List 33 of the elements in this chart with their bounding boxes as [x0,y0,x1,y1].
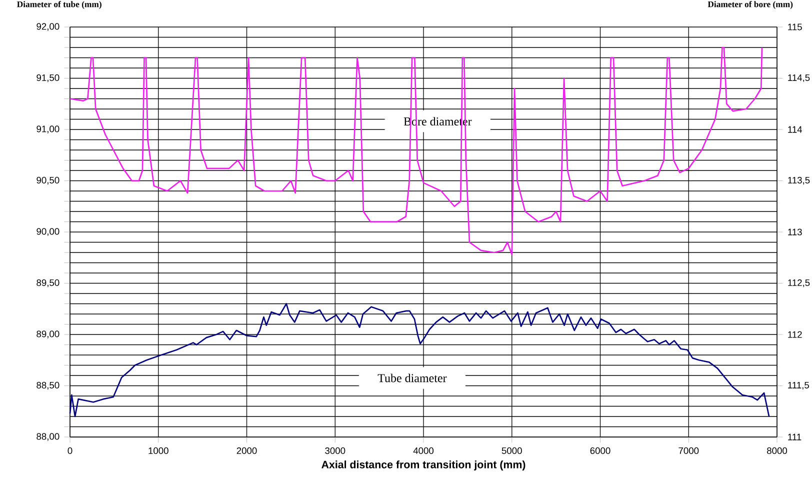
x-tick-label: 7000 [678,447,699,454]
x-axis-title: Axial distance from transition joint (mm) [322,460,526,470]
y2-tick-label: 111 [788,434,802,440]
y-tick-label: 89,50 [36,279,60,288]
x-tick-label: 0 [68,447,72,454]
x-tick-label: 2000 [236,447,257,454]
line-series [69,46,763,256]
y2-tick-label: 111,5 [788,382,809,390]
y-tick-label: 88,50 [36,382,60,390]
x-tick-label: 4000 [413,447,434,454]
y2-axis-title: Diameter of bore (mm) [708,1,793,9]
y2-tick-label: 114 [788,126,802,133]
y-tick-label: 90,00 [36,228,60,236]
y-tick-label: 88,00 [36,433,60,441]
y-tick-label: 90,50 [36,176,60,185]
y-axis-title: Diameter of tube (mm) [17,1,102,9]
y2-tick-label: 112,5 [788,279,810,288]
y2-tick-label: 112 [788,331,802,338]
x-tick-label: 6000 [590,447,610,454]
line-series [69,303,770,418]
y2-tick-label: 114,5 [788,74,810,82]
y-tick-label: 92,00 [36,23,60,31]
text: Tube diameter [378,374,447,382]
y-tick-label: 91,50 [36,74,60,82]
y2-tick-label: 115 [788,24,802,30]
y-tick-label: 91,00 [36,126,60,134]
x-tick-label: 1000 [148,447,168,454]
y2-tick-label: 113,5 [788,176,810,185]
x-tick-label: 3000 [325,447,346,454]
x-tick-label: 8000 [767,447,788,454]
y2-tick-label: 113 [788,228,802,236]
y-tick-label: 89,00 [36,330,60,338]
x-tick-label: 5000 [502,447,522,454]
